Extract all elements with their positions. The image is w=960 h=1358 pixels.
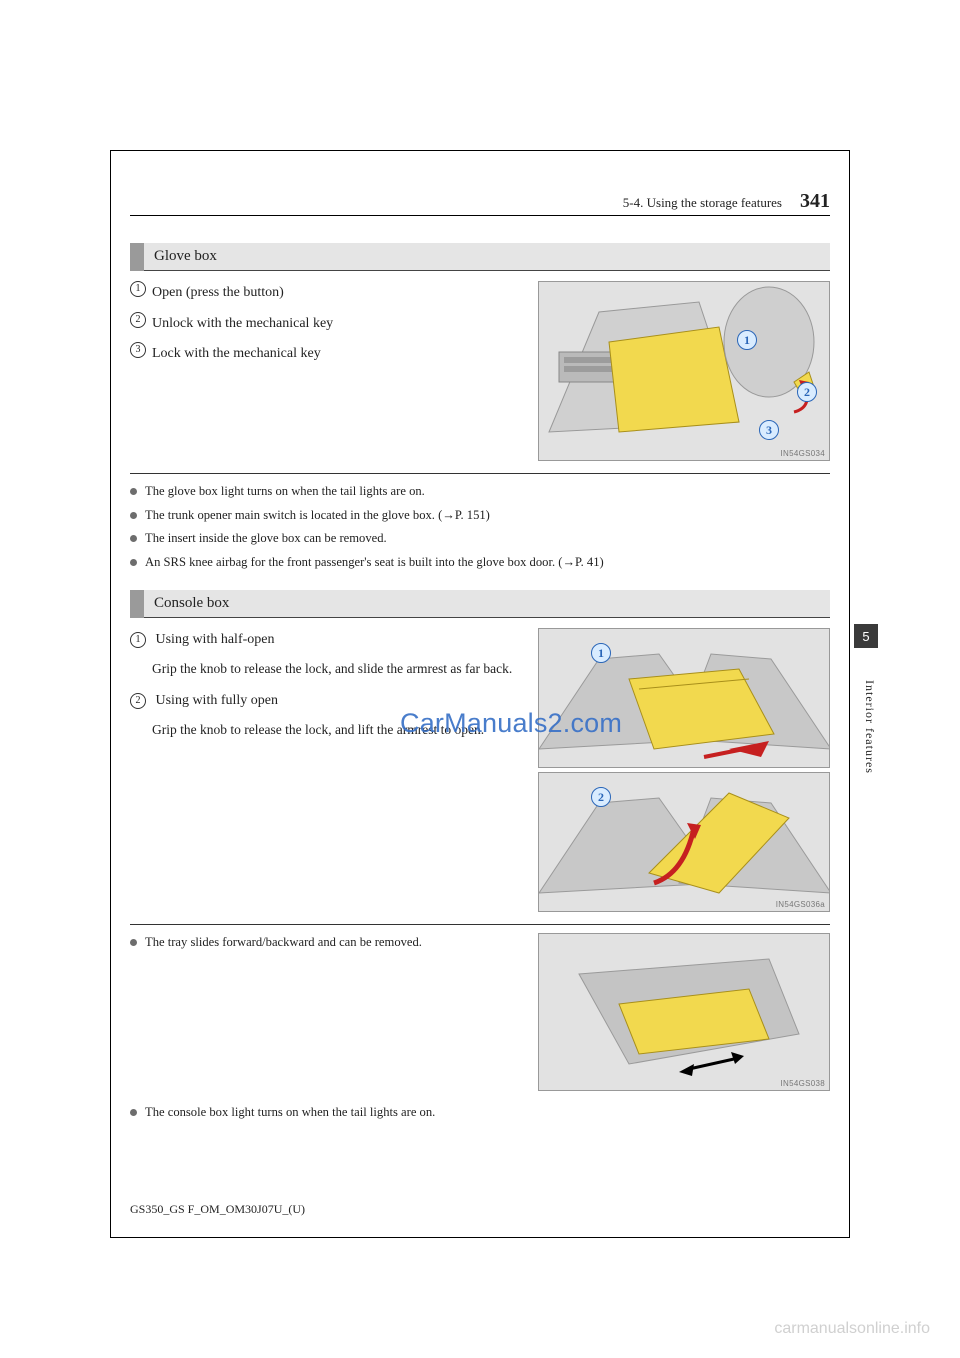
header-rule [130, 215, 830, 216]
page-content: Glove box 1 Open (press the button) 2 Un… [130, 225, 830, 1127]
step-text: Lock with the mechanical key [152, 342, 522, 367]
note-text: The glove box light turns on when the ta… [145, 482, 830, 502]
divider [130, 473, 830, 474]
chapter-tab-label: Interior features [862, 680, 877, 774]
console-box-figure-1: 1 [538, 628, 830, 768]
step-number-icon: 2 [130, 312, 146, 328]
chapter-tab-number: 5 [862, 629, 869, 644]
figure-caption: IN54GS034 [780, 449, 825, 458]
section-title: Console box [144, 590, 830, 618]
note-item: An SRS knee airbag for the front passeng… [130, 553, 830, 573]
step-item: 2 Unlock with the mechanical key [130, 312, 522, 337]
section-header-glove-box: Glove box [130, 243, 830, 271]
tray-note-row: The tray slides forward/backward and can… [130, 933, 830, 1091]
console-fully-open-illustration [539, 773, 830, 912]
section-title: Glove box [144, 243, 830, 271]
console-box-figure-col: 1 2 IN54GS036a [538, 628, 830, 912]
glove-box-notes: The glove box light turns on when the ta… [130, 482, 830, 572]
step-number-icon: 2 [130, 693, 146, 709]
note-text: The trunk opener main switch is located … [145, 506, 830, 526]
note-item: The glove box light turns on when the ta… [130, 482, 830, 502]
watermark-footer: carmanualsonline.info [774, 1320, 930, 1338]
watermark-main: CarManuals2.com [400, 708, 622, 739]
note-text: An SRS knee airbag for the front passeng… [145, 553, 830, 573]
step-item: 1 Using with half-open [130, 628, 522, 653]
figure-callout-1: 1 [591, 643, 611, 663]
figure-caption: IN54GS038 [780, 1079, 825, 1088]
divider [130, 924, 830, 925]
figure-callout-2: 2 [591, 787, 611, 807]
step-text: Open (press the button) [152, 281, 522, 306]
step-title: Using with half-open [156, 632, 275, 647]
note-item: The insert inside the glove box can be r… [130, 529, 830, 549]
section-header-bar [130, 590, 144, 618]
page-header: 5-4. Using the storage features 341 [130, 190, 830, 213]
bullet-icon [130, 939, 137, 946]
glove-box-row: 1 Open (press the button) 2 Unlock with … [130, 281, 830, 461]
glove-box-illustration [539, 282, 830, 461]
figure-callout-2: 2 [797, 382, 817, 402]
section-header-console-box: Console box [130, 590, 830, 618]
bullet-icon [130, 488, 137, 495]
step-number-icon: 1 [130, 632, 146, 648]
bullet-icon [130, 1109, 137, 1116]
note-text: The console box light turns on when the … [145, 1103, 830, 1123]
tray-figure: IN54GS038 [538, 933, 830, 1091]
note-item: The console box light turns on when the … [130, 1103, 830, 1123]
glove-box-figure: 1 2 3 IN54GS034 [538, 281, 830, 461]
figure-callout-3: 3 [759, 420, 779, 440]
bullet-icon [130, 512, 137, 519]
bullet-icon [130, 535, 137, 542]
step-title: Using with fully open [156, 693, 279, 708]
figure-callout-1: 1 [737, 330, 757, 350]
glove-box-steps: 1 Open (press the button) 2 Unlock with … [130, 281, 522, 461]
tray-note-col: The tray slides forward/backward and can… [130, 933, 522, 1091]
console-box-steps: 1 Using with half-open Grip the knob to … [130, 628, 522, 912]
step-number-icon: 1 [130, 281, 146, 297]
step-description: Grip the knob to release the lock, and s… [152, 659, 522, 680]
section-header-bar [130, 243, 144, 271]
document-code: GS350_GS F_OM_OM30J07U_(U) [130, 1202, 305, 1217]
note-text: The insert inside the glove box can be r… [145, 529, 830, 549]
note-item: The tray slides forward/backward and can… [130, 933, 522, 953]
console-box-row: 1 Using with half-open Grip the knob to … [130, 628, 830, 912]
console-light-note: The console box light turns on when the … [130, 1103, 830, 1123]
bullet-icon [130, 559, 137, 566]
figure-caption: IN54GS036a [776, 900, 825, 909]
tray-figure-col: IN54GS038 [538, 933, 830, 1091]
console-box-figure-2: 2 IN54GS036a [538, 772, 830, 912]
section-label: 5-4. Using the storage features [623, 195, 782, 211]
console-half-open-illustration [539, 629, 830, 768]
note-item: The trunk opener main switch is located … [130, 506, 830, 526]
step-text: Unlock with the mechanical key [152, 312, 522, 337]
tray-illustration [539, 934, 830, 1091]
glove-box-figure-col: 1 2 3 IN54GS034 [538, 281, 830, 461]
step-number-icon: 3 [130, 342, 146, 358]
page-number: 341 [800, 190, 830, 213]
chapter-tab: 5 [854, 624, 878, 648]
note-text: The tray slides forward/backward and can… [145, 933, 522, 953]
step-item: 3 Lock with the mechanical key [130, 342, 522, 367]
step-item: 1 Open (press the button) [130, 281, 522, 306]
